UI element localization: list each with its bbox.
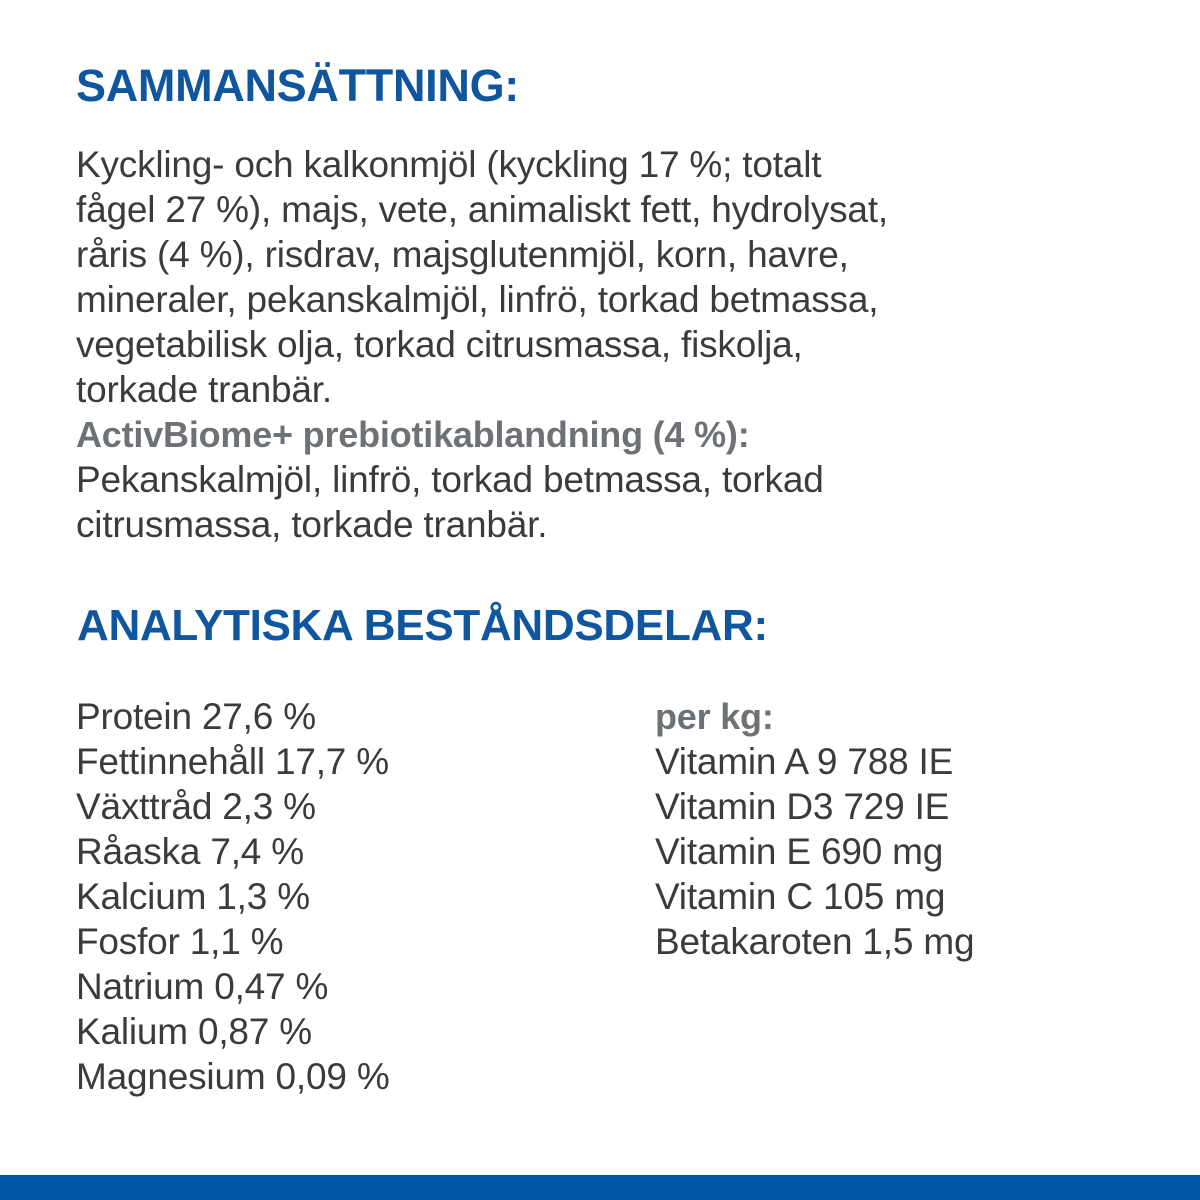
constituent-row: Vitamin C 105 mg [655,876,946,917]
constituent-row: Betakaroten 1,5 mg [655,921,975,962]
per-kg-heading: per kg: [655,696,774,737]
composition-line: Kyckling- och kalkonmjöl (kyckling 17 %;… [76,144,822,185]
composition-line: mineraler, pekanskalmjöl, linfrö, torkad… [76,279,879,320]
activbiome-blend-line: Pekanskalmjöl, linfrö, torkad betmassa, … [76,459,824,500]
constituent-row: Fettinnehåll 17,7 % [76,741,389,782]
constituent-row: Natrium 0,47 % [76,966,329,1007]
composition-line: råris (4 %), risdrav, majsglutenmjöl, ko… [76,234,849,275]
constituent-row: Magnesium 0,09 % [76,1056,390,1097]
constituent-row: Fosfor 1,1 % [76,921,284,962]
composition-heading: SAMMANSÄTTNING: [76,60,519,111]
analytical-constituents-heading: ANALYTISKA BESTÅNDSDELAR: [77,601,768,650]
constituent-row: Vitamin D3 729 IE [655,786,950,827]
composition-line: vegetabilisk olja, torkad citrusmassa, f… [76,324,803,365]
activbiome-blend-heading: ActivBiome+ prebiotikablandning (4 %): [76,414,750,455]
composition-line: fågel 27 %), majs, vete, animaliskt fett… [76,189,888,230]
constituent-row: Växttråd 2,3 % [76,786,316,827]
composition-line: torkade tranbär. [76,369,332,410]
analytical-right-column: per kg: Vitamin A 9 788 IE Vitamin D3 72… [655,694,1115,964]
composition-body: Kyckling- och kalkonmjöl (kyckling 17 %;… [76,142,1136,547]
analytical-constituents-columns: Protein 27,6 % Fettinnehåll 17,7 % Växtt… [76,694,1136,1099]
constituent-row: Protein 27,6 % [76,696,316,737]
constituent-row: Kalcium 1,3 % [76,876,310,917]
constituent-row: Råaska 7,4 % [76,831,304,872]
analytical-left-column: Protein 27,6 % Fettinnehåll 17,7 % Växtt… [76,694,655,1099]
activbiome-blend-line: citrusmassa, torkade tranbär. [76,504,548,545]
constituent-row: Kalium 0,87 % [76,1011,312,1052]
constituent-row: Vitamin E 690 mg [655,831,944,872]
bottom-accent-bar [0,1175,1200,1200]
constituent-row: Vitamin A 9 788 IE [655,741,954,782]
